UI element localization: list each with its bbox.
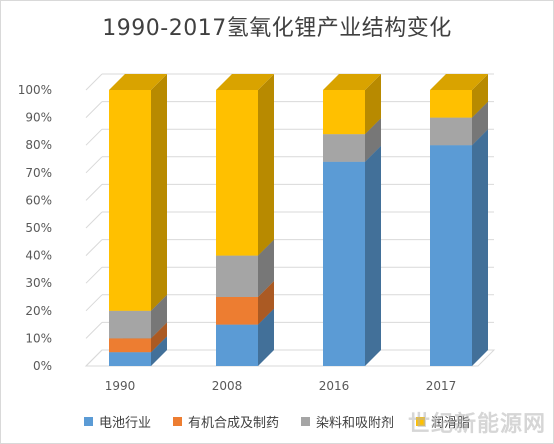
bar-front: [216, 255, 258, 297]
x-tick-label: 2016: [319, 379, 350, 393]
y-tick-label: 70%: [25, 166, 52, 180]
legend-item: 电池行业: [83, 412, 151, 431]
bars: [109, 74, 488, 366]
bar-front: [109, 310, 151, 339]
bar-side: [472, 129, 488, 366]
legend-swatch: [83, 417, 93, 426]
bar-front: [430, 90, 472, 118]
legend-item: 染料和吸附剂: [301, 412, 394, 431]
bar-side: [151, 74, 167, 311]
gridline-depth: [85, 211, 103, 229]
gridline-depth: [85, 294, 103, 312]
watermark: 世纪新能源网: [407, 412, 546, 437]
bar-segment: [323, 145, 381, 366]
x-tick-label: 2008: [212, 379, 243, 393]
bar-top: [430, 74, 488, 90]
legend-label: 有机合成及制药: [187, 416, 279, 431]
bar-segment: [216, 74, 274, 256]
legend: 电池行业 有机合成及制药 染料和吸附剂 润滑脂: [0, 412, 554, 431]
gridline-depth: [85, 73, 103, 91]
bar-front: [430, 145, 472, 366]
legend-swatch: [172, 417, 182, 426]
y-tick-label: 50%: [25, 221, 52, 235]
chart-title: 1990-2017氢氧化锂产业结构变化: [102, 16, 452, 41]
gridline-depth: [85, 156, 103, 174]
bar-front: [216, 324, 258, 366]
gridline-depth: [85, 101, 103, 118]
gridline-depth: [85, 184, 103, 201]
gridlines: [84, 73, 496, 367]
gridline-depth: [85, 266, 103, 284]
x-tick-label: 2017: [426, 379, 457, 393]
bar-side: [472, 74, 488, 118]
bar-side: [365, 74, 381, 135]
bar-segment: [109, 74, 167, 311]
y-tick-label: 90%: [25, 111, 52, 125]
y-tick-label: 100%: [18, 83, 52, 97]
legend-label: 润滑脂: [431, 416, 471, 431]
gridline-depth: [85, 239, 103, 256]
y-tick-label: 60%: [25, 193, 52, 207]
bar-side: [151, 294, 167, 339]
legend-label: 电池行业: [98, 416, 151, 431]
legend-swatch: [416, 417, 426, 426]
y-tick-label: 30%: [25, 276, 52, 290]
bar-side: [151, 336, 167, 366]
y-tick-label: 10%: [25, 331, 52, 345]
x-axis-labels: 1990 2008 2016 2017: [105, 379, 457, 393]
legend-item: 有机合成及制药: [172, 412, 279, 431]
y-tick-label: 0%: [33, 359, 52, 373]
bar-top: [216, 74, 274, 90]
bar-front: [109, 338, 151, 353]
bar-side: [472, 101, 488, 146]
x-tick-label: 1990: [105, 379, 136, 393]
bar-side: [365, 145, 381, 366]
bar-side: [258, 281, 274, 325]
y-tick-label: 20%: [25, 304, 52, 318]
bar-segment: [430, 74, 488, 118]
bar-side: [151, 322, 167, 353]
gridline-depth: [85, 322, 103, 339]
bar-top: [323, 74, 381, 90]
gridline-depth: [85, 128, 103, 146]
y-tick-label: 80%: [25, 138, 52, 152]
bar-front: [109, 90, 151, 311]
bar-front: [216, 90, 258, 256]
legend-label: 染料和吸附剂: [316, 416, 395, 431]
legend-item: 润滑脂: [416, 412, 470, 431]
bar-front: [109, 352, 151, 366]
bar-front: [323, 161, 365, 366]
legend-swatch: [301, 417, 310, 426]
bar-segment: [430, 129, 488, 366]
bar-side: [365, 118, 381, 162]
bar-top: [109, 74, 167, 90]
bar-front: [430, 117, 472, 146]
bar-front: [216, 297, 258, 325]
y-tick-label: 40%: [25, 249, 52, 263]
bar-side: [258, 239, 274, 297]
bar-segment: [323, 74, 381, 135]
bar-side: [258, 308, 274, 366]
bar-front: [323, 134, 365, 162]
bar-side: [258, 74, 274, 256]
bar-front: [323, 90, 365, 135]
y-axis-ticks: 0% 10% 20% 30% 40% 50% 60% 70% 80% 90% 100%: [18, 83, 52, 373]
